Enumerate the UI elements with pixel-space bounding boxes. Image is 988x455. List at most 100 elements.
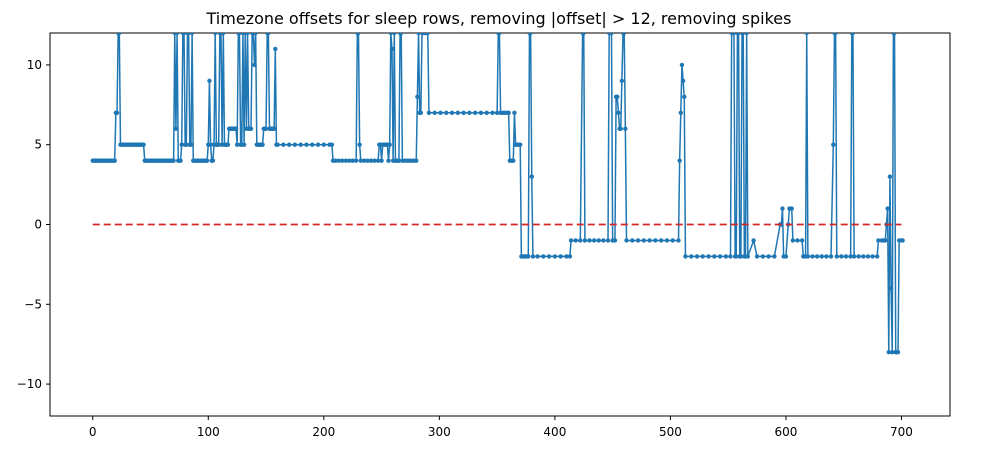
x-tick-label: 0 xyxy=(89,425,97,439)
offset-data-point xyxy=(188,142,194,147)
offset-data-point xyxy=(174,33,180,36)
offset-data-point xyxy=(275,142,280,147)
offset-data-point xyxy=(780,206,785,211)
offset-data-point xyxy=(694,254,700,259)
offset-data-point xyxy=(210,158,216,163)
offset-data-point xyxy=(208,142,213,147)
offset-data-point xyxy=(772,254,777,259)
offset-data-point xyxy=(204,158,210,163)
offset-data-point xyxy=(799,238,805,243)
offset-data-point xyxy=(745,254,751,259)
offset-data-point xyxy=(353,158,359,163)
offset-data-point xyxy=(887,174,893,179)
offset-data-point xyxy=(343,158,348,163)
offset-data-point xyxy=(241,142,247,147)
offset-data-point xyxy=(676,238,681,243)
offset-data-point xyxy=(365,158,370,163)
offset-data-point xyxy=(689,254,694,259)
offset-data-point xyxy=(281,142,286,147)
offset-data-point xyxy=(273,46,278,52)
offset-data-point xyxy=(888,286,894,291)
offset-data-point xyxy=(581,33,586,36)
offset-data-point xyxy=(530,254,536,259)
offset-data-point xyxy=(340,158,345,163)
offset-data-point xyxy=(387,142,392,147)
offset-data-point xyxy=(336,158,342,163)
offset-data-point xyxy=(178,158,183,163)
x-tick-label: 200 xyxy=(312,425,335,439)
offset-data-point xyxy=(207,78,212,84)
offset-data-point xyxy=(622,33,627,36)
offset-data-point xyxy=(310,142,315,147)
offset-data-point xyxy=(304,142,309,147)
offset-data-point xyxy=(298,142,303,147)
offset-data-point xyxy=(233,126,239,131)
x-tick-label: 700 xyxy=(890,425,913,439)
offset-data-point xyxy=(141,142,146,147)
offset-data-point xyxy=(266,33,271,36)
offset-data-point xyxy=(253,33,258,36)
offset-data-point xyxy=(843,254,849,259)
offset-data-point xyxy=(641,238,647,243)
offset-data-point xyxy=(814,254,820,259)
offset-data-point xyxy=(461,110,466,115)
offset-data-point xyxy=(850,33,856,36)
offset-data-point xyxy=(883,238,888,243)
offset-data-point xyxy=(286,142,292,147)
offset-data-point xyxy=(833,33,838,36)
offset-data-point xyxy=(225,142,231,147)
offset-data-point xyxy=(573,238,578,243)
offset-data-point xyxy=(362,158,367,163)
offset-data-point xyxy=(494,110,500,115)
x-tick-label: 400 xyxy=(543,425,566,439)
axis-ticks: 0 100 200 300 400 500 600 700 −10 −5 0 5 10 xyxy=(17,58,913,439)
offset-data-point xyxy=(455,110,461,115)
offset-data-point xyxy=(357,142,362,147)
offset-data-point xyxy=(834,254,839,259)
offset-data-point xyxy=(741,33,746,36)
offset-data-point xyxy=(723,254,729,259)
offset-data-point xyxy=(526,254,531,259)
offset-data-point xyxy=(754,254,760,259)
offset-data-point xyxy=(831,142,836,147)
offset-data-point xyxy=(506,110,511,115)
offset-data-point xyxy=(186,33,191,36)
offset-data-point xyxy=(591,238,597,243)
offset-data-point xyxy=(179,142,184,147)
offset-data-point xyxy=(851,254,857,259)
offset-data-point xyxy=(677,158,682,163)
offset-data-point xyxy=(612,238,618,243)
offset-data-point xyxy=(399,33,404,36)
offset-data-point xyxy=(619,78,625,84)
offset-data-point xyxy=(484,110,489,115)
offset-data-point xyxy=(552,254,558,259)
offset-data-point xyxy=(635,238,641,243)
offset-data-point xyxy=(321,142,327,147)
offset-data-point xyxy=(616,110,621,115)
offset-data-point xyxy=(114,110,120,115)
offset-data-point xyxy=(856,254,861,259)
offset-data-point xyxy=(426,110,432,115)
offset-data-point xyxy=(117,33,122,36)
offset-data-point xyxy=(623,126,628,131)
offset-data-point xyxy=(865,254,871,259)
offset-data-point xyxy=(418,110,424,115)
x-tick-label: 300 xyxy=(428,425,451,439)
offset-data-point xyxy=(414,158,419,163)
offset-data-point xyxy=(890,349,895,355)
offset-data-point xyxy=(819,254,824,259)
offset-data-point xyxy=(388,33,394,36)
offset-data-point xyxy=(734,254,739,259)
offset-data-point xyxy=(861,254,866,259)
offset-data-point xyxy=(490,110,495,115)
offset-data-point xyxy=(848,254,853,259)
offset-data-point xyxy=(578,238,583,243)
offset-data-point xyxy=(333,158,338,163)
offset-data-point xyxy=(558,254,563,259)
offset-data-point xyxy=(438,110,443,115)
y-tick-label: −10 xyxy=(17,377,42,391)
y-tick-label: 5 xyxy=(34,138,42,152)
offset-data-point xyxy=(425,33,430,36)
offset-data-point xyxy=(478,110,484,115)
